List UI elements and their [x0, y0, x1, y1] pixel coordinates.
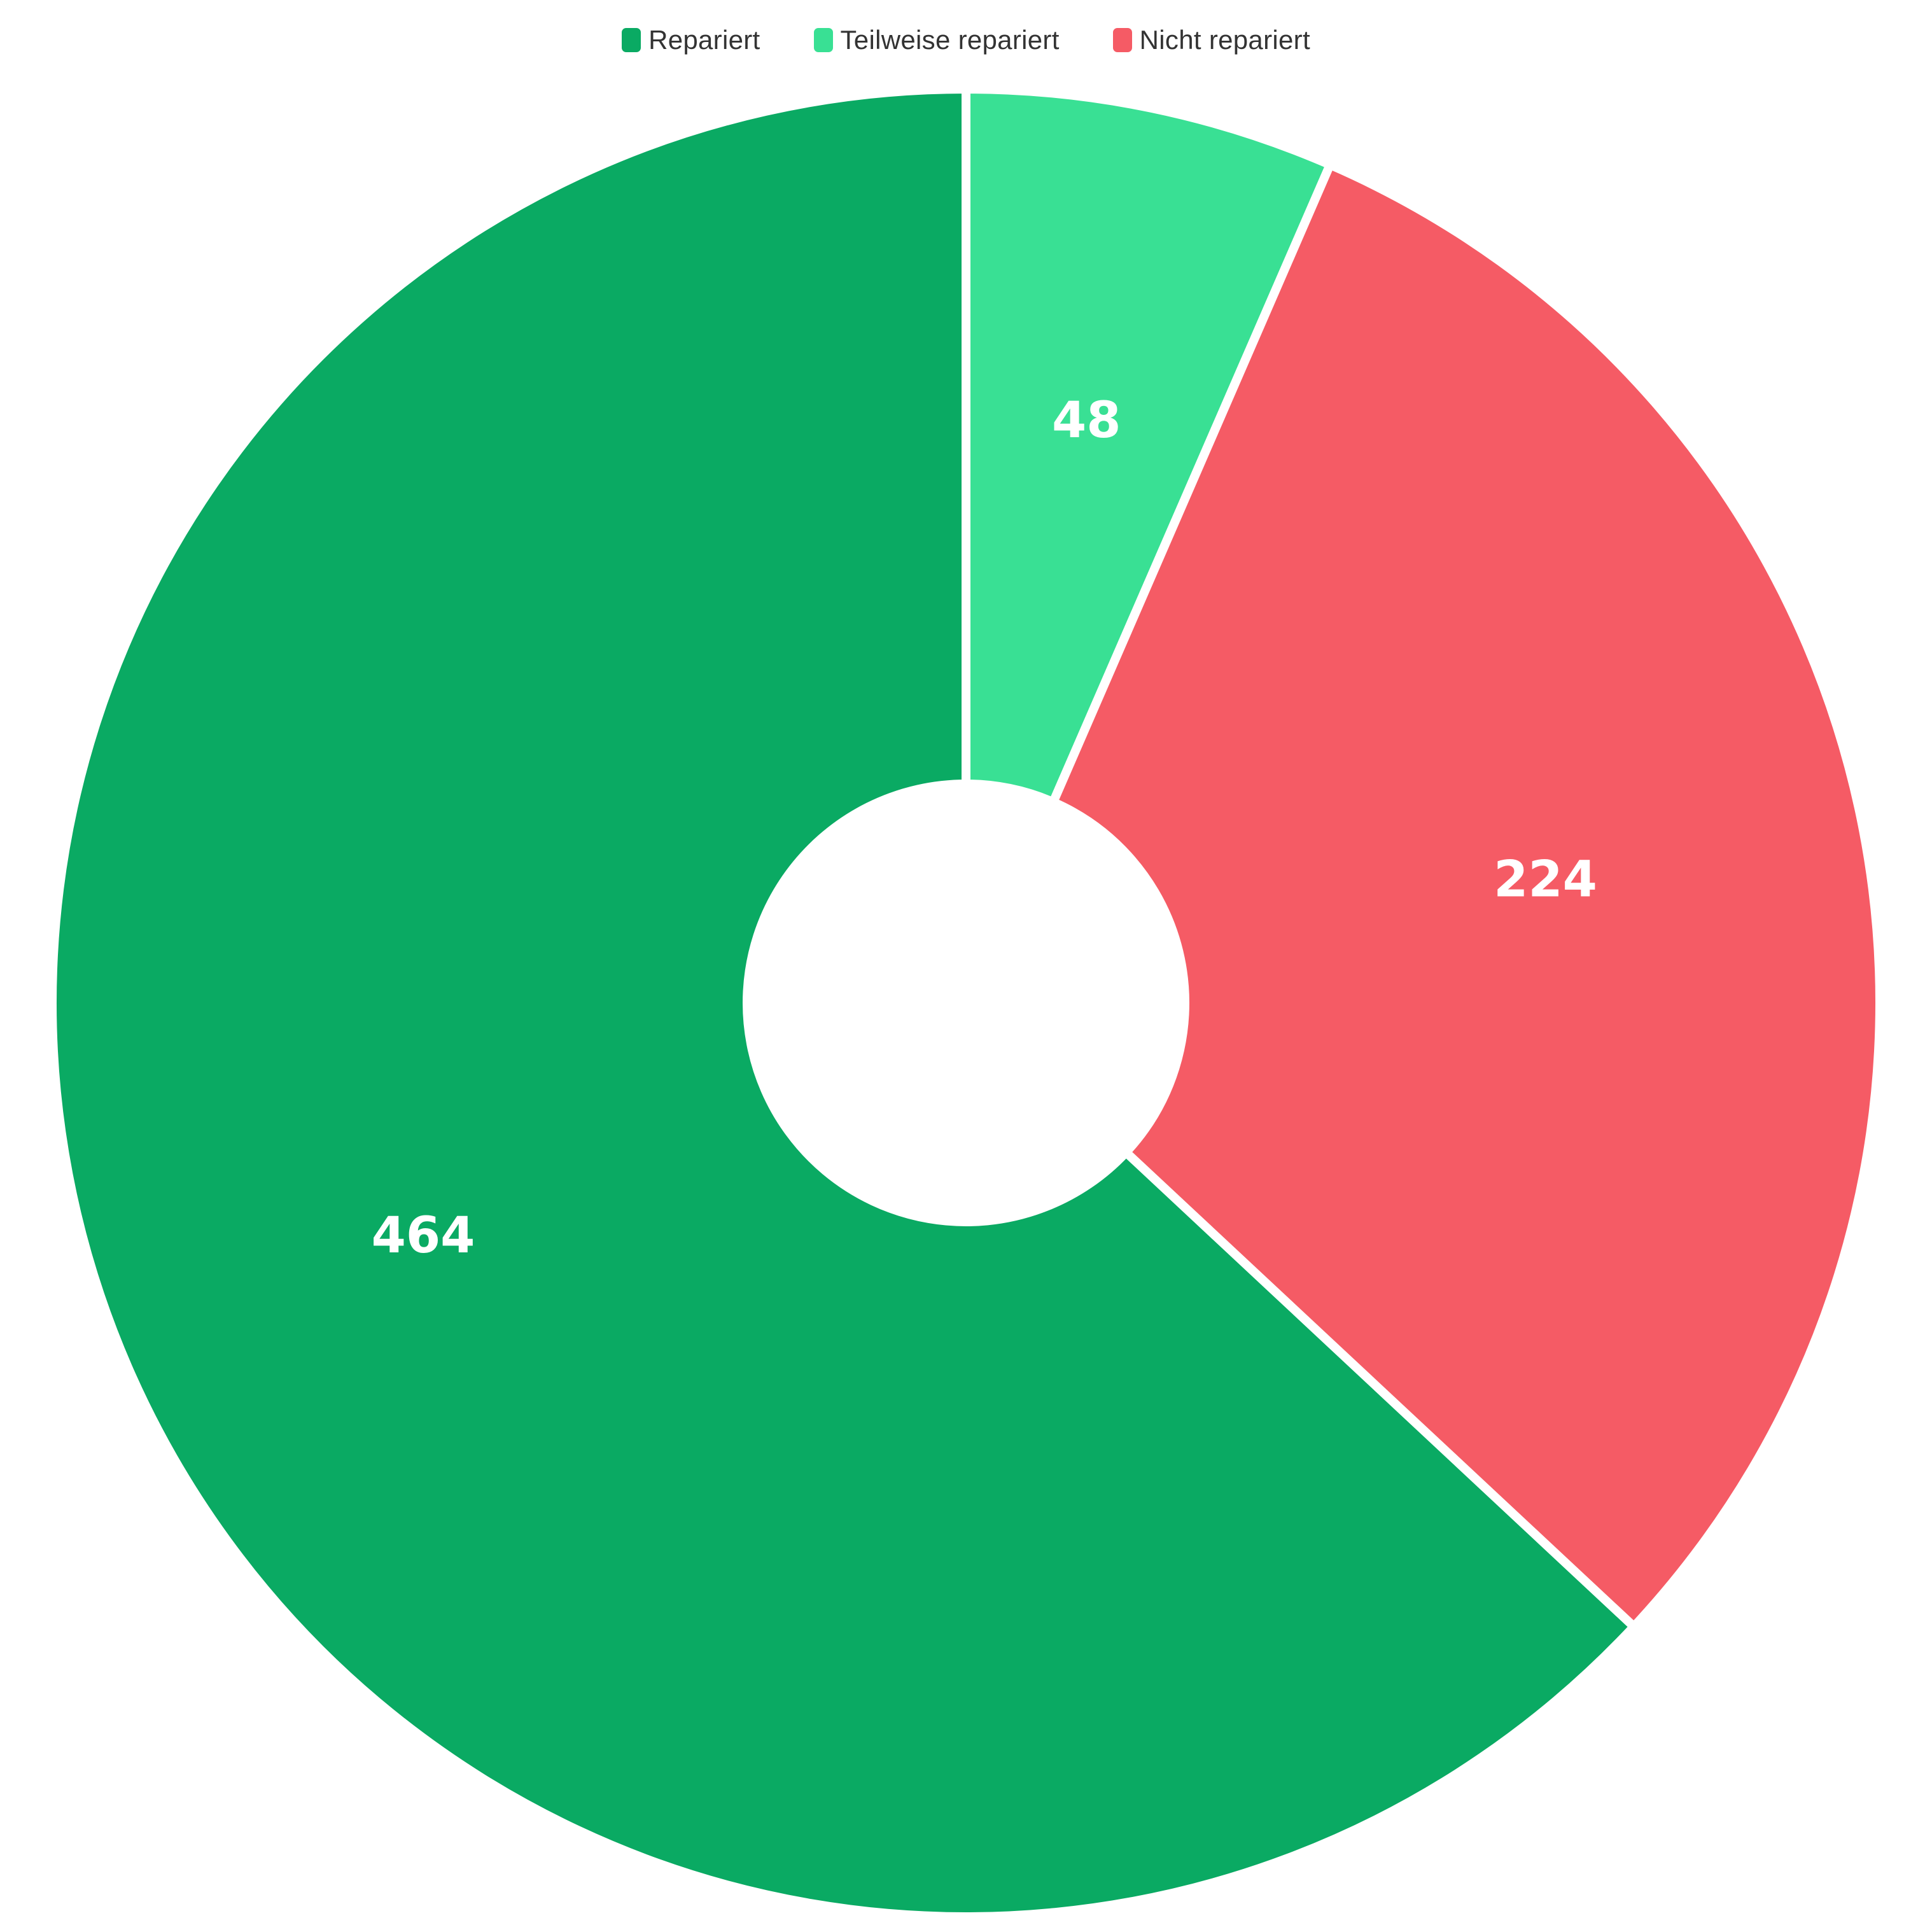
legend-label-teilweise-repariert: Teilweise repariert	[840, 25, 1060, 55]
legend-swatch-nicht-repariert	[1112, 28, 1132, 52]
legend-label-nicht-repariert: Nicht repariert	[1139, 25, 1310, 55]
slices-group	[48, 85, 1884, 1921]
legend-swatch-teilweise-repariert	[813, 28, 833, 52]
legend: Repariert Teilweise repariert Nicht repa…	[0, 18, 1932, 62]
legend-item-nicht-repariert[interactable]: Nicht repariert	[1112, 25, 1310, 55]
slice-label-teilweise-repariert: 48	[1052, 392, 1121, 449]
legend-item-teilweise-repariert[interactable]: Teilweise repariert	[813, 25, 1060, 55]
slice-label-repariert: 464	[372, 1207, 475, 1264]
slice-repariert[interactable]	[48, 85, 1639, 1921]
legend-item-repariert[interactable]: Repariert	[622, 25, 760, 55]
slice-label-nicht-repariert: 224	[1494, 851, 1597, 908]
legend-label-repariert: Repariert	[648, 25, 760, 55]
legend-swatch-repariert	[622, 28, 641, 52]
slice-teilweise-repariert[interactable]	[962, 85, 1335, 807]
labels-group: 48 224 464	[372, 392, 1597, 1264]
slice-nicht-repariert[interactable]	[1049, 160, 1884, 1632]
